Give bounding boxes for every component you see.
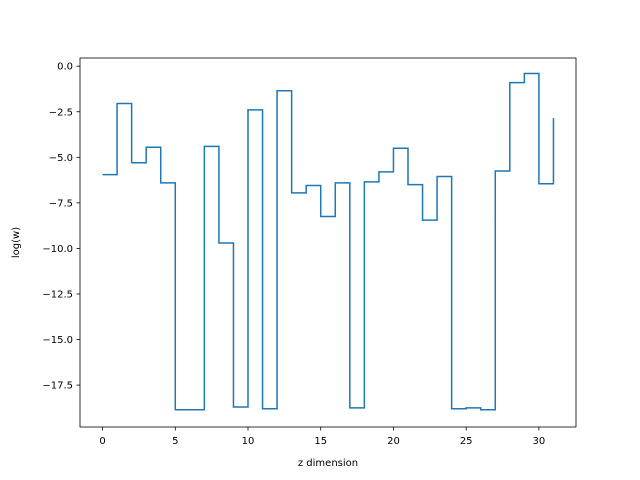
- x-tick-label: 5: [172, 436, 178, 447]
- x-tick-label: 20: [387, 436, 400, 447]
- x-tick-label: 15: [314, 436, 327, 447]
- x-tick-label: 25: [460, 436, 473, 447]
- y-tick-label: −17.5: [42, 381, 73, 392]
- x-tick-label: 0: [99, 436, 105, 447]
- x-axis-label: z dimension: [298, 458, 358, 469]
- series-layer: [102, 72, 555, 411]
- y-tick-label: −7.5: [49, 198, 73, 209]
- y-axis: 0.0 −2.5 −5.0 −7.5 −10.0 −12.5 −15.0 −17.5: [42, 62, 80, 392]
- x-tick-label: 30: [533, 436, 546, 447]
- y-axis-label: log(w): [11, 227, 22, 258]
- x-tick-label: 10: [242, 436, 255, 447]
- x-axis: 0 5 10 15 20 25 30: [99, 427, 545, 447]
- y-tick-label: −10.0: [42, 244, 73, 255]
- y-tick-label: −12.5: [42, 289, 73, 300]
- y-tick-label: −15.0: [42, 335, 73, 346]
- y-tick-label: −2.5: [49, 107, 73, 118]
- plot-frame: [79, 57, 577, 428]
- series-line: [102, 72, 555, 411]
- y-tick-label: −5.0: [49, 153, 73, 164]
- y-tick-label: 0.0: [57, 62, 73, 73]
